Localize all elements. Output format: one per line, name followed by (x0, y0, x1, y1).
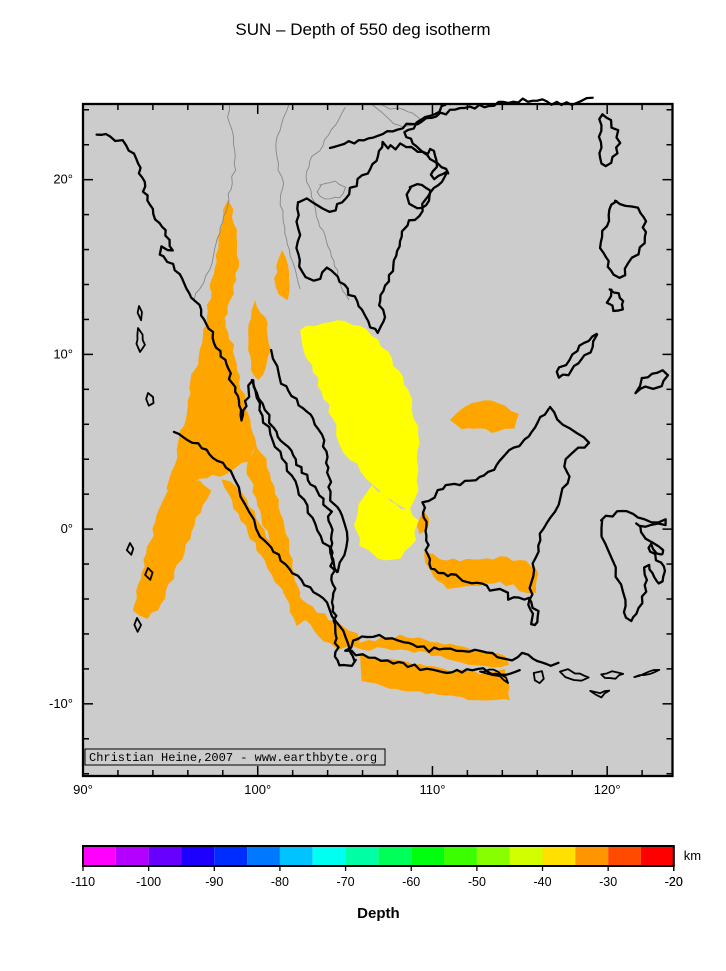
svg-text:-60: -60 (402, 875, 420, 889)
svg-text:Christian Heine,2007 - www.ear: Christian Heine,2007 - www.earthbyte.org (89, 751, 377, 765)
svg-text:-30: -30 (599, 875, 617, 889)
svg-text:90°: 90° (73, 782, 93, 797)
svg-text:0°: 0° (61, 521, 73, 536)
svg-text:-20: -20 (665, 875, 683, 889)
svg-text:-80: -80 (271, 875, 289, 889)
svg-text:-90: -90 (205, 875, 223, 889)
svg-text:Depth: Depth (357, 905, 400, 922)
svg-text:20°: 20° (53, 172, 73, 187)
svg-text:10°: 10° (53, 346, 73, 361)
svg-text:km: km (684, 848, 701, 863)
svg-text:-10°: -10° (49, 696, 73, 711)
svg-text:110°: 110° (419, 782, 445, 797)
svg-text:-110: -110 (71, 875, 95, 889)
svg-text:-70: -70 (337, 875, 355, 889)
svg-text:-50: -50 (468, 875, 486, 889)
svg-text:-100: -100 (136, 875, 161, 889)
svg-text:120°: 120° (594, 782, 621, 797)
svg-text:100°: 100° (244, 782, 271, 797)
svg-text:-40: -40 (533, 875, 551, 889)
